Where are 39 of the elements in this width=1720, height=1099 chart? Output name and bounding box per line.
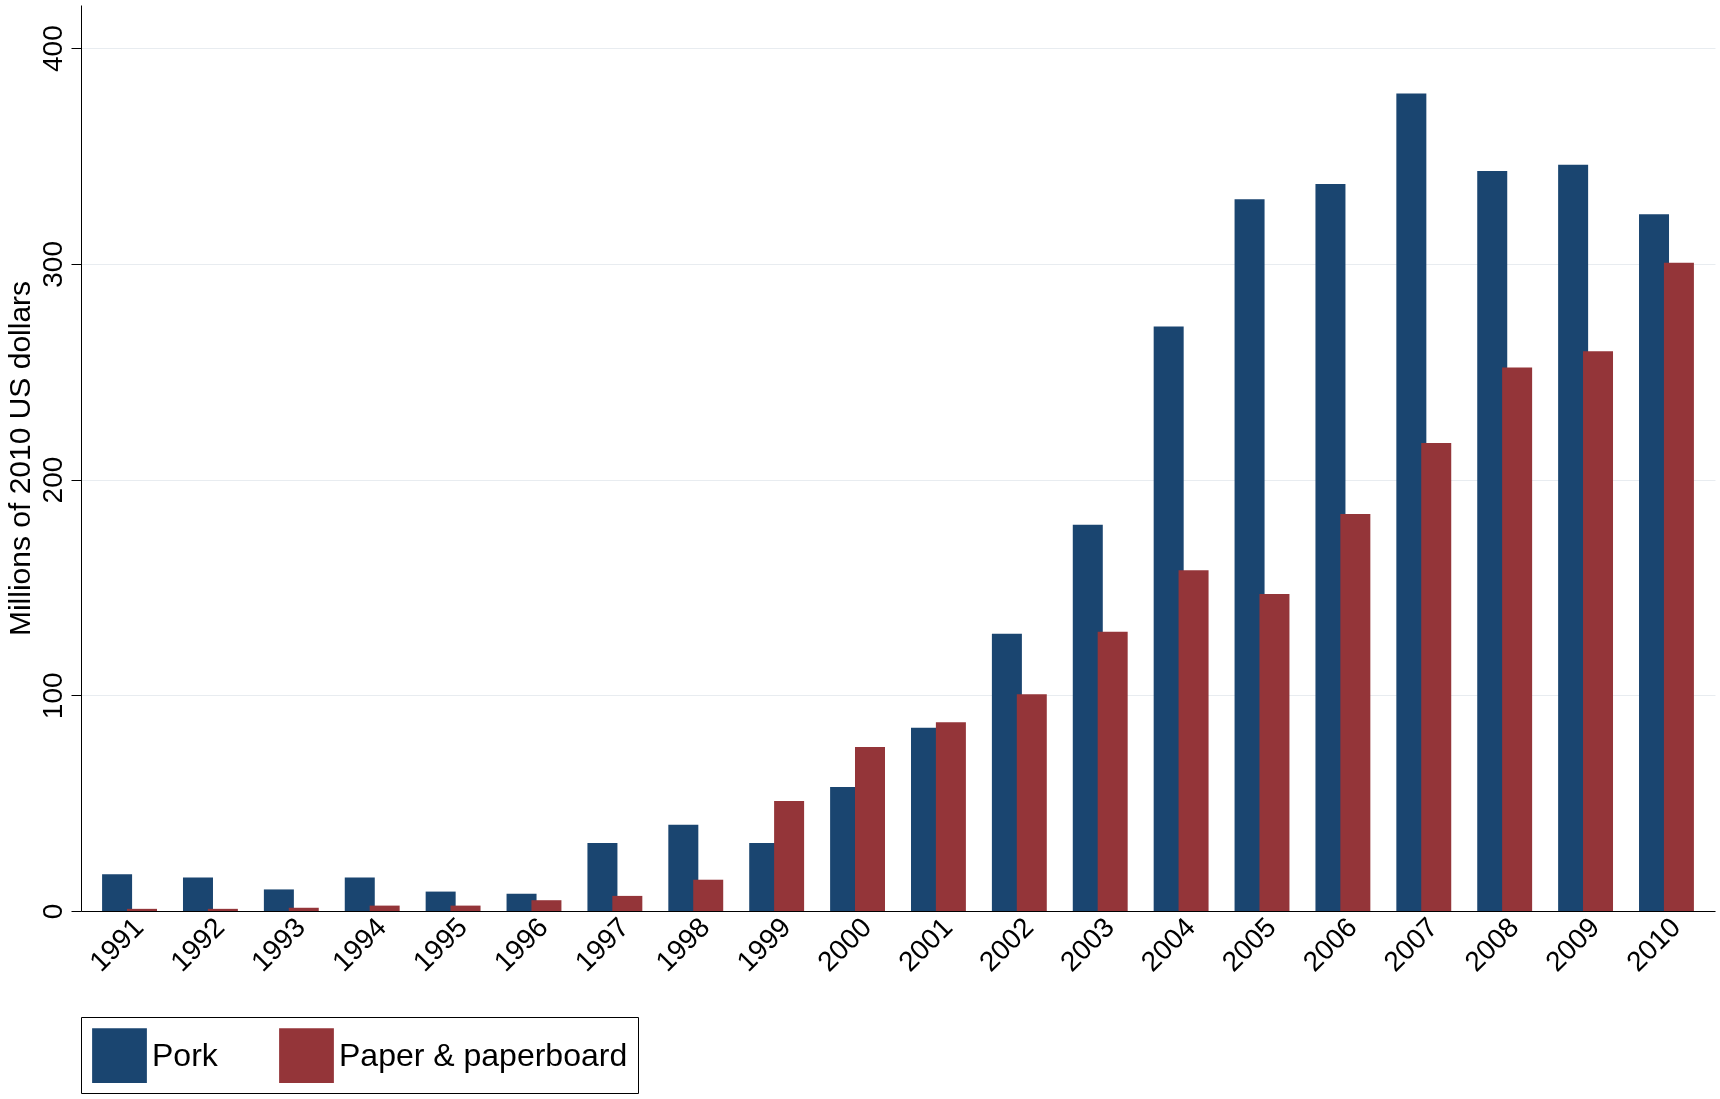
- bar: [1663, 262, 1694, 911]
- y-tick-label: 300: [36, 241, 68, 288]
- bar: [531, 900, 562, 911]
- bar: [182, 877, 213, 911]
- bar: [450, 905, 481, 911]
- bar: [1315, 184, 1346, 911]
- bar: [1421, 442, 1452, 911]
- bar: [587, 843, 618, 911]
- y-tick-label: 400: [36, 25, 68, 72]
- bar: [1097, 631, 1128, 911]
- bar: [1234, 199, 1265, 911]
- y-tick-label: 200: [36, 456, 68, 504]
- bar: [855, 747, 885, 911]
- bar: [1016, 694, 1047, 911]
- bar: [1583, 351, 1614, 911]
- bar: [774, 800, 805, 911]
- bar: [1502, 367, 1533, 911]
- y-tick-label: 100: [36, 672, 68, 720]
- bar: [935, 722, 966, 911]
- bar: [425, 891, 456, 911]
- y-tick-label: 0: [36, 903, 68, 920]
- bar: [288, 907, 319, 911]
- bar: [263, 889, 294, 911]
- bar: [344, 877, 375, 911]
- legend-label: Pork: [152, 1036, 219, 1073]
- bar: [1340, 514, 1371, 911]
- bar: [1178, 570, 1209, 911]
- bar: [612, 895, 643, 911]
- bar: [1396, 93, 1427, 911]
- bar: [1259, 593, 1290, 911]
- bar: [207, 908, 238, 911]
- bar: [1153, 326, 1184, 911]
- bar: [693, 879, 724, 911]
- bar: [102, 874, 133, 911]
- bar: [369, 905, 400, 911]
- y-axis-title: Millions of 2010 US dollars: [2, 280, 36, 637]
- bar: [668, 824, 699, 911]
- legend-label: Paper & paperboard: [339, 1036, 628, 1073]
- bar: [126, 908, 157, 911]
